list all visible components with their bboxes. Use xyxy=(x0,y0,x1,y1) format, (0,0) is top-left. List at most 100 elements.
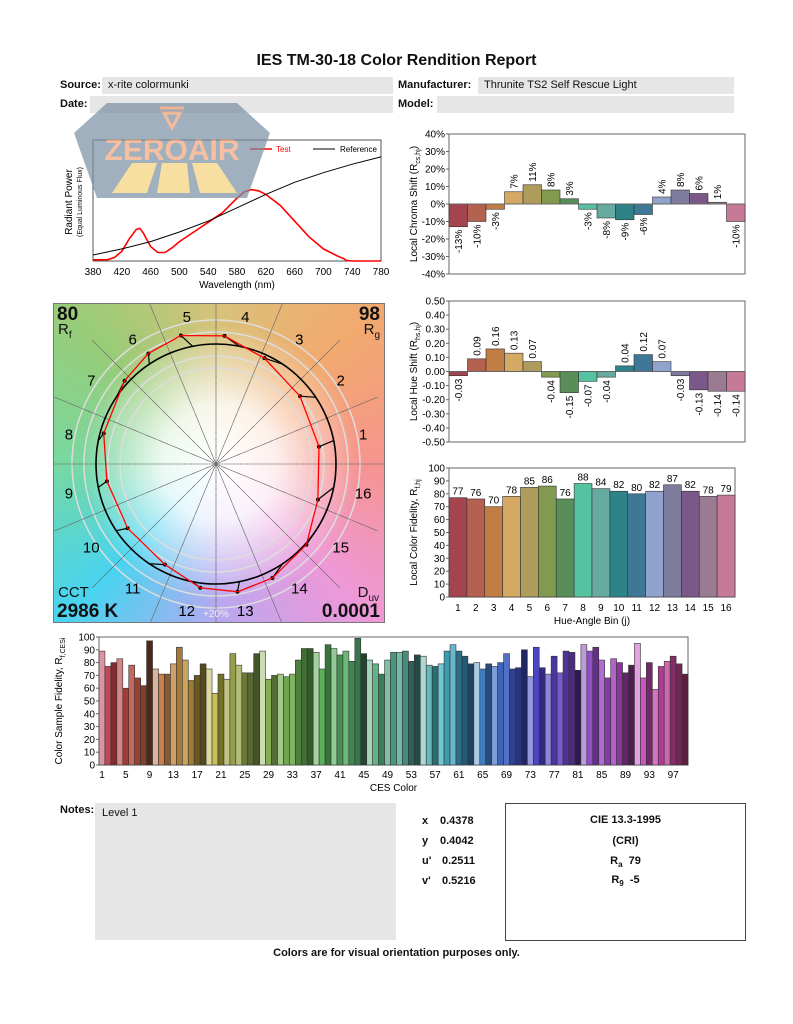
bar xyxy=(538,485,557,598)
y-axis-label: Color Sample Fidelity, Rf,CESi xyxy=(54,637,67,764)
x-tick-label: 500 xyxy=(171,267,188,278)
series-line-reference xyxy=(92,156,382,256)
x-tick-label: 69 xyxy=(501,770,513,781)
x-tick-label: 13 xyxy=(168,770,180,781)
x-tick-label: 15 xyxy=(703,603,715,614)
bar xyxy=(580,644,588,766)
bin-label: 13 xyxy=(237,603,254,620)
data-label: 70 xyxy=(488,496,500,507)
reference-circle xyxy=(95,343,337,585)
bar xyxy=(522,184,542,205)
bar xyxy=(598,659,606,766)
bar xyxy=(306,648,314,766)
bar xyxy=(265,678,272,766)
bin-label: 4 xyxy=(241,309,249,326)
bar xyxy=(193,675,201,766)
x-tick-label: 97 xyxy=(668,770,680,781)
data-label: 0.04 xyxy=(620,343,631,363)
bar xyxy=(533,646,540,766)
data-label: 76 xyxy=(560,488,572,499)
x-tick-label: 540 xyxy=(200,267,217,278)
y-tick-label: 30% xyxy=(425,147,445,158)
data-label: 77 xyxy=(452,487,464,498)
bar xyxy=(181,659,189,766)
shift-arrow xyxy=(305,530,317,546)
bar xyxy=(479,668,487,766)
x-tick-label: 620 xyxy=(257,267,274,278)
x-tick-label: 11 xyxy=(631,603,642,614)
bar xyxy=(448,371,468,377)
bar xyxy=(448,203,468,228)
bar xyxy=(670,371,690,377)
bar xyxy=(384,659,391,766)
data-label: 87 xyxy=(667,474,679,485)
cct-label: CCT xyxy=(58,584,89,601)
y-tick-label: 0.40 xyxy=(426,311,446,322)
bar xyxy=(484,506,503,598)
bar xyxy=(235,664,243,766)
bar xyxy=(541,371,561,378)
x-axis-label: CES Color xyxy=(370,783,418,794)
y-tick-label: 100 xyxy=(428,464,445,475)
rf-label: Rf xyxy=(58,321,72,341)
data-label: 0.07 xyxy=(657,339,668,359)
bar xyxy=(559,371,579,393)
data-label: -3% xyxy=(583,212,594,230)
x-tick-label: 5 xyxy=(527,603,533,614)
data-label: 88 xyxy=(578,472,590,483)
local-chroma-shift-chart: 40% 30% 20% 10% 0% -10% -20% -30% -40% -13% -10% -3… xyxy=(409,130,746,281)
bin-label: 12 xyxy=(178,603,195,620)
y-tick-label: 70 xyxy=(434,502,446,513)
y-tick-label: 20% xyxy=(425,165,445,176)
y-tick-label: -0.10 xyxy=(422,381,445,392)
bar xyxy=(104,666,112,766)
data-label: -0.15 xyxy=(565,395,576,418)
model-field xyxy=(437,96,734,113)
bar xyxy=(689,371,709,391)
bin-label: 16 xyxy=(355,485,372,502)
y-tick-label: 30 xyxy=(434,554,446,565)
bar xyxy=(396,652,403,766)
bar xyxy=(497,662,504,766)
y-tick-label: -0.20 xyxy=(422,395,445,406)
bar xyxy=(592,646,600,766)
bar xyxy=(544,673,552,766)
x-tick-label: 53 xyxy=(406,770,418,781)
bar xyxy=(247,672,254,766)
bar xyxy=(366,659,373,766)
bar xyxy=(574,669,582,766)
local-hue-shift-chart: 0.500.400.300.200.100.00-0.10-0.20-0.30-… xyxy=(409,297,746,449)
y-tick-label: 10% xyxy=(425,182,445,193)
shift-arrow xyxy=(149,563,166,566)
x-tick-label: 3 xyxy=(491,603,497,614)
data-label: -6% xyxy=(639,217,650,235)
bar xyxy=(609,490,629,598)
x-tick-label: 12 xyxy=(649,603,661,614)
bar xyxy=(485,203,505,210)
notes-label: Notes: xyxy=(60,804,95,816)
bar xyxy=(689,193,709,205)
bar xyxy=(491,666,498,766)
bar xyxy=(504,352,524,372)
bar xyxy=(348,661,356,766)
bar xyxy=(312,652,320,766)
bar xyxy=(360,653,368,766)
data-label: 82 xyxy=(649,480,661,491)
data-label: 4% xyxy=(657,179,668,194)
notes-field: Level 1 xyxy=(95,803,396,940)
bar xyxy=(538,667,546,766)
x-tick-label: 4 xyxy=(509,603,515,614)
bar xyxy=(573,483,593,598)
y-tick-label: 10 xyxy=(84,748,96,759)
x-tick-label: 93 xyxy=(644,770,656,781)
bar xyxy=(578,203,598,210)
cie-ra: Ra 79 xyxy=(610,855,641,870)
bar xyxy=(122,687,130,766)
bar xyxy=(646,662,653,766)
bin-label: 10 xyxy=(83,539,100,556)
test-polygon xyxy=(103,334,320,593)
y-tick-label: -30% xyxy=(422,252,445,263)
bin-label: 11 xyxy=(125,581,141,598)
x-tick-label: 6 xyxy=(545,603,551,614)
y-tick-label: 20 xyxy=(434,567,446,578)
